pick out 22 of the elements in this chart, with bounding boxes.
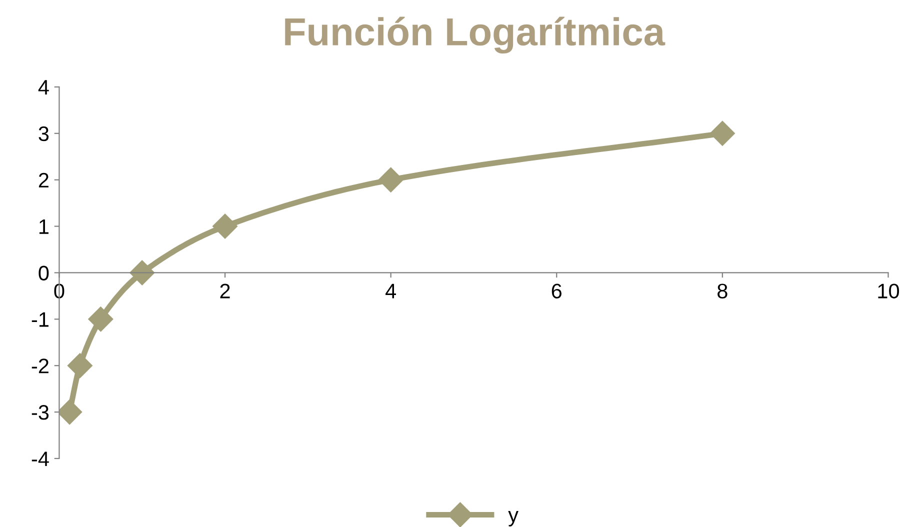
y-tick-label: -4 — [32, 452, 49, 466]
x-tick-label: 10 — [878, 284, 899, 298]
legend-label: y — [508, 511, 518, 526]
x-tick-label: 0 — [54, 284, 64, 298]
chart-title: Función Logarítmica — [285, 16, 666, 54]
point — [88, 306, 114, 332]
point — [67, 353, 92, 378]
point — [378, 167, 404, 192]
x-tick-label: 2 — [220, 284, 230, 298]
y-tick-label: 3 — [38, 126, 49, 142]
x-tick-label: 4 — [386, 284, 396, 298]
y-tick-label: 4 — [38, 80, 49, 95]
point — [710, 120, 735, 146]
x-tick-label: 8 — [718, 284, 728, 298]
y-tick-label: -1 — [32, 312, 48, 327]
y-tick-label: -2 — [32, 358, 48, 374]
y-tick-label: -3 — [32, 405, 49, 420]
x-tick-label: 6 — [552, 284, 562, 298]
y-tick-label: 1 — [39, 219, 48, 234]
y-tick-label: 0 — [38, 266, 49, 280]
y-tick-label: 2 — [38, 172, 48, 188]
point — [212, 214, 238, 239]
